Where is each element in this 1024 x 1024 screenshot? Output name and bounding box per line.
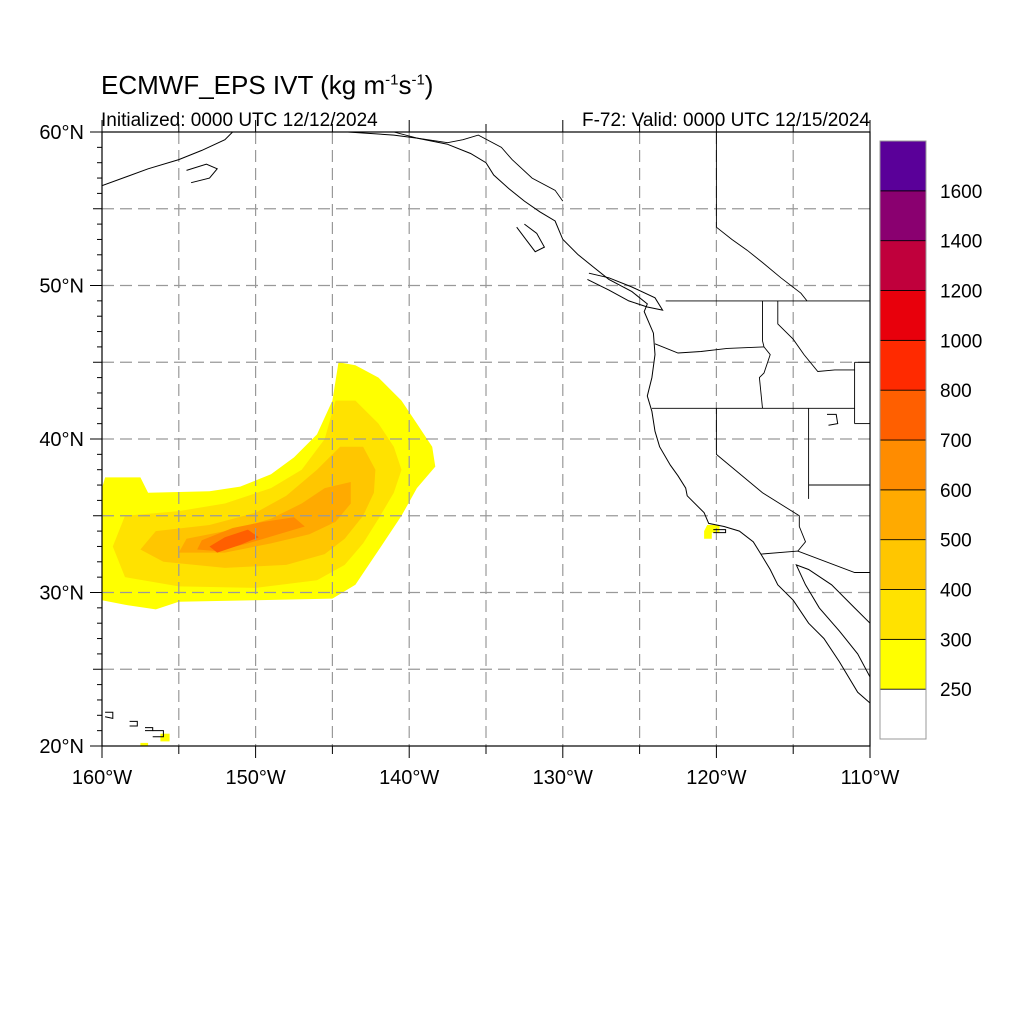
ivt-field bbox=[102, 362, 720, 746]
axis-labels: 60°N 50°N 40°N 30°N 20°N 160°W 150°W 140°W 130°W… bbox=[39, 122, 899, 789]
lat-label: 30°N bbox=[39, 583, 84, 605]
colorbar-swatch bbox=[879, 240, 927, 291]
colorbar-swatch bbox=[879, 140, 927, 192]
border-wa-id bbox=[762, 300, 765, 348]
coastline-kenai bbox=[102, 132, 233, 187]
ivt-band-5 bbox=[209, 529, 259, 553]
colorbar-label: 1600 bbox=[940, 182, 982, 203]
coastline-alaska-gulf bbox=[271, 132, 448, 145]
border-wa-or bbox=[654, 343, 765, 354]
colorbar-swatch bbox=[879, 190, 927, 242]
coastline-vancouver-island bbox=[587, 272, 664, 311]
colorbar-label: 700 bbox=[940, 431, 972, 452]
lat-label: 50°N bbox=[39, 276, 84, 298]
coastline-hawaii-2 bbox=[129, 720, 138, 727]
border-ca-az bbox=[797, 526, 807, 552]
lon-label: 130°W bbox=[533, 767, 593, 789]
border-ca-nv bbox=[715, 408, 800, 527]
coastline-hawaii-4 bbox=[152, 730, 164, 738]
lat-label: 20°N bbox=[39, 736, 84, 758]
colorbar-swatch bbox=[879, 638, 927, 690]
colorbar-swatch bbox=[879, 589, 927, 640]
lat-label: 40°N bbox=[39, 429, 84, 451]
colorbar-frame bbox=[879, 140, 927, 740]
lon-label: 120°W bbox=[686, 767, 746, 789]
colorbar-swatch bbox=[879, 539, 927, 590]
colorbar-label: 800 bbox=[940, 381, 972, 402]
valid-time: F-72: Valid: 0000 UTC 12/15/2024 bbox=[582, 110, 870, 131]
coastline-hawaii-3 bbox=[145, 727, 154, 732]
colorbar-label: 500 bbox=[940, 531, 972, 552]
coastline-north-america-west-coast bbox=[447, 143, 870, 704]
ivt-band-6 bbox=[704, 525, 720, 539]
ivt-band-8 bbox=[140, 742, 149, 746]
border-or-id bbox=[758, 346, 771, 409]
coastline-gulf-of-california bbox=[795, 564, 870, 678]
colorbar-label: 600 bbox=[940, 481, 972, 502]
colorbar-label: 1000 bbox=[940, 331, 982, 352]
coastline-haida-gwaii bbox=[516, 223, 546, 253]
colorbar-label: 1400 bbox=[940, 232, 982, 253]
coastline-kodiak bbox=[186, 163, 219, 184]
coastline-hawaii-1 bbox=[104, 711, 114, 720]
colorbar-swatch bbox=[879, 290, 927, 341]
colorbar-swatch bbox=[879, 439, 927, 491]
colorbar-swatch bbox=[879, 339, 927, 391]
colorbar-swatch bbox=[879, 489, 927, 541]
lat-label: 60°N bbox=[39, 122, 84, 144]
colorbar-swatch bbox=[879, 389, 927, 441]
axis-ticks bbox=[90, 120, 871, 758]
border-bc-alberta bbox=[715, 132, 808, 302]
coastline-great-salt-lake bbox=[827, 413, 839, 426]
colorbar-swatch bbox=[879, 688, 927, 740]
colorbar-label: 1200 bbox=[940, 282, 982, 303]
border-us-mexico bbox=[760, 550, 870, 573]
lon-label: 160°W bbox=[72, 767, 132, 789]
ivt-band-7 bbox=[160, 733, 170, 742]
geography bbox=[102, 132, 870, 738]
colorbar-label: 300 bbox=[940, 630, 972, 651]
border-id-mt bbox=[777, 300, 855, 372]
initialized-time: Initialized: 0000 UTC 12/12/2024 bbox=[101, 110, 378, 131]
coastline-channel-islands bbox=[713, 529, 727, 534]
chart-title: ECMWF_EPS IVT (kg m-1s-1) bbox=[101, 70, 434, 100]
lon-label: 140°W bbox=[379, 767, 439, 789]
border-alaska-canada bbox=[393, 132, 564, 202]
graticule bbox=[102, 132, 870, 746]
lon-label: 110°W bbox=[841, 767, 900, 789]
lon-label: 150°W bbox=[225, 767, 285, 789]
colorbar: 250 300 400 500 600 700 800 1000 1200 1400 1600 bbox=[879, 140, 982, 740]
colorbar-label: 250 bbox=[940, 680, 972, 701]
colorbar-label: 400 bbox=[940, 581, 972, 602]
